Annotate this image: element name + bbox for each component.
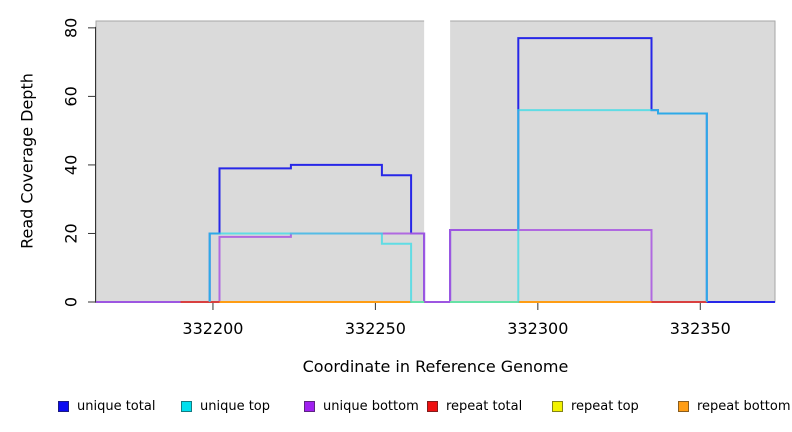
y-axis-title: Read Coverage Depth — [17, 73, 37, 249]
coverage-gap-band — [424, 20, 451, 302]
legend-item-unique-total: unique total — [58, 399, 155, 414]
series-line-unique-top — [208, 232, 425, 303]
x-axis-title: Coordinate in Reference Genome — [302, 357, 569, 376]
legend-label: repeat bottom — [697, 399, 791, 414]
legend-item-unique-top: unique top — [181, 399, 270, 414]
y-tick-label: 20 — [62, 223, 81, 243]
x-tick-label: 332250 — [345, 319, 406, 338]
legend-swatch-icon — [678, 401, 689, 412]
legend-item-repeat-total: repeat total — [427, 399, 522, 414]
legend-item-unique-bottom: unique bottom — [304, 399, 419, 414]
legend-swatch-icon — [181, 401, 192, 412]
legend-label: repeat total — [446, 399, 523, 414]
legend-label: unique total — [77, 399, 156, 414]
y-tick-label: 60 — [62, 86, 81, 106]
legend-label: repeat top — [571, 399, 639, 414]
y-tick-label: 80 — [62, 18, 81, 38]
legend-swatch-icon — [58, 401, 69, 412]
y-tick-label: 0 — [62, 297, 81, 307]
series-line-unique-bottom — [96, 229, 653, 303]
legend-swatch-icon — [427, 401, 438, 412]
series-line-unique-top — [450, 109, 708, 303]
legend-swatch-icon — [552, 401, 563, 412]
x-tick-label: 332200 — [182, 319, 243, 338]
legend-label: unique top — [200, 399, 271, 414]
y-tick-label: 40 — [62, 155, 81, 175]
legend-item-repeat-top: repeat top — [552, 399, 639, 414]
coverage-plot: 332200 332250 332300 332350 0 20 40 60 80 — [62, 18, 776, 338]
legend-label: unique bottom — [323, 399, 419, 414]
x-tick-label: 332350 — [670, 319, 731, 338]
legend-swatch-icon — [304, 401, 315, 412]
legend-item-repeat-bottom: repeat bottom — [678, 399, 791, 414]
x-tick-label: 332300 — [507, 319, 568, 338]
